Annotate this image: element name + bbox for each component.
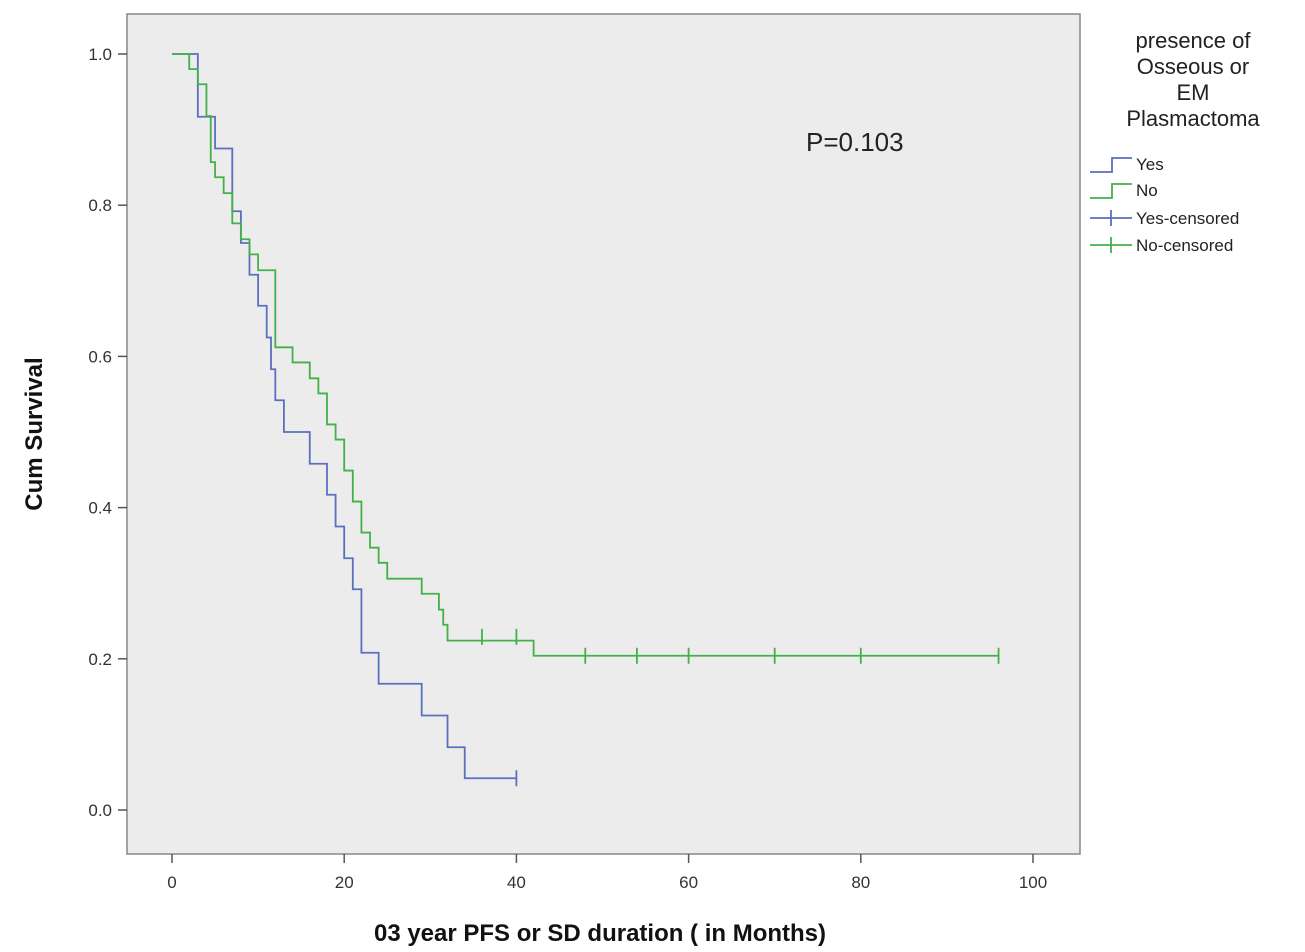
legend-label-no-censored: No-censored: [1136, 236, 1233, 255]
y-axis: 0.0 0.2 0.4 0.6 0.8 1.0: [88, 45, 127, 820]
series-no-line: [172, 53, 999, 657]
x-tick-label: 100: [1019, 873, 1047, 892]
y-tick-label: 0.0: [88, 801, 112, 820]
legend-title-line-4: Plasmactoma: [1126, 106, 1260, 131]
plot-area: [126, 13, 1081, 855]
x-tick-label: 0: [167, 873, 176, 892]
x-tick-label: 60: [679, 873, 698, 892]
y-axis-title: Cum Survival: [21, 357, 48, 510]
x-tick-label: 80: [851, 873, 870, 892]
legend-label-no: No: [1136, 181, 1158, 200]
legend-swatch-no: [1090, 183, 1132, 199]
p-value-annotation: P=0.103: [806, 127, 904, 157]
x-tick-label: 40: [507, 873, 526, 892]
legend-label-yes-censored: Yes-censored: [1136, 209, 1239, 228]
y-tick-label: 0.4: [88, 499, 112, 518]
x-tick-label: 20: [335, 873, 354, 892]
legend-title-line-3: EM: [1177, 80, 1210, 105]
legend-title-line-2: Osseous or: [1137, 54, 1250, 79]
y-tick-label: 1.0: [88, 45, 112, 64]
series-yes-line: [172, 53, 517, 780]
y-tick-label: 0.8: [88, 196, 112, 215]
legend-label-yes: Yes: [1136, 155, 1164, 174]
survival-curves: [172, 53, 1000, 787]
x-axis: 0 20 40 60 80 100: [167, 854, 1047, 892]
y-tick-label: 0.6: [88, 347, 112, 366]
x-axis-title: 03 year PFS or SD duration ( in Months): [374, 920, 826, 947]
legend-title-line-1: presence of: [1136, 28, 1252, 53]
legend: presence of Osseous or EM Plasmactoma Ye…: [1090, 28, 1260, 255]
y-tick-label: 0.2: [88, 650, 112, 669]
legend-swatch-yes: [1090, 157, 1132, 173]
